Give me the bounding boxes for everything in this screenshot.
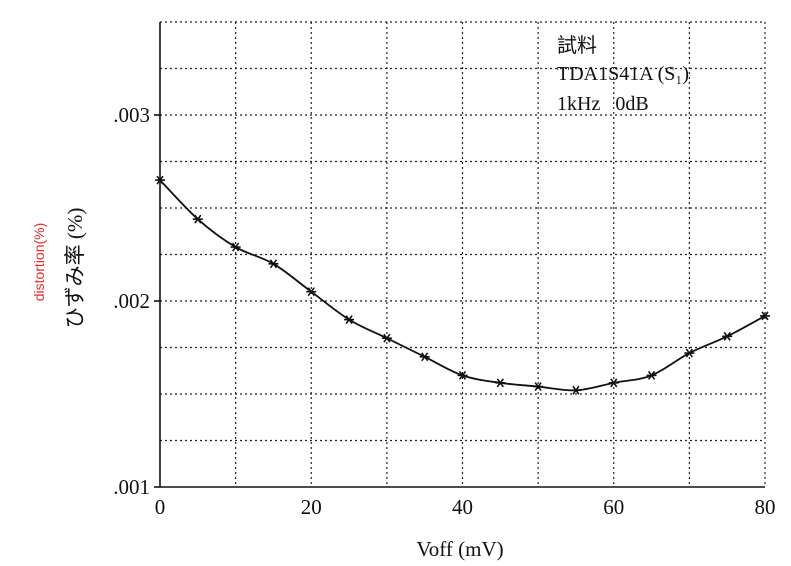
grid-lines	[160, 21, 766, 487]
data-point-marker	[684, 348, 695, 358]
axes	[159, 22, 765, 488]
y-tick-label: .003	[113, 103, 150, 127]
data-point-marker	[230, 242, 241, 252]
data-point-marker	[419, 352, 430, 362]
x-tick-label: 40	[452, 495, 473, 519]
data-point-marker	[570, 385, 581, 395]
data-point-marker	[646, 370, 657, 380]
data-point-marker	[533, 382, 544, 392]
annotation-line-1: 試料	[557, 34, 597, 57]
annotation-line-2: TDA1S41A (S₁)	[557, 63, 689, 85]
data-point-marker	[306, 287, 317, 297]
y-tick-label: .001	[113, 475, 150, 499]
annotation-line-3: 1kHz 0dB	[557, 93, 649, 115]
x-tick-label: 20	[301, 495, 322, 519]
x-tick-label: 0	[155, 495, 166, 519]
x-axis-label: Voff (mV)	[416, 537, 503, 561]
annotation-box: 試料 TDA1S41A (S₁) 1kHz 0dB	[557, 34, 689, 115]
x-tick-label: 60	[603, 495, 624, 519]
data-point-marker	[155, 175, 165, 185]
data-point-marker	[608, 378, 619, 388]
y-tick-label: .002	[113, 289, 150, 313]
data-point-marker	[268, 259, 279, 269]
data-point-marker	[457, 370, 468, 380]
y-axis-label: ひずみ率 (%)	[63, 208, 87, 329]
data-point-marker	[760, 311, 770, 321]
series	[155, 175, 770, 395]
data-point-marker	[344, 315, 355, 325]
data-point-marker	[495, 378, 506, 388]
y-axis-overlay-label: distortion(%)	[31, 223, 47, 302]
data-point-marker	[381, 333, 392, 343]
x-tick-label: 80	[755, 495, 776, 519]
data-point-marker	[722, 331, 733, 341]
tick-labels: 0 20 40 60 80 .001 .002 .003	[113, 103, 775, 519]
data-point-marker	[192, 214, 203, 224]
